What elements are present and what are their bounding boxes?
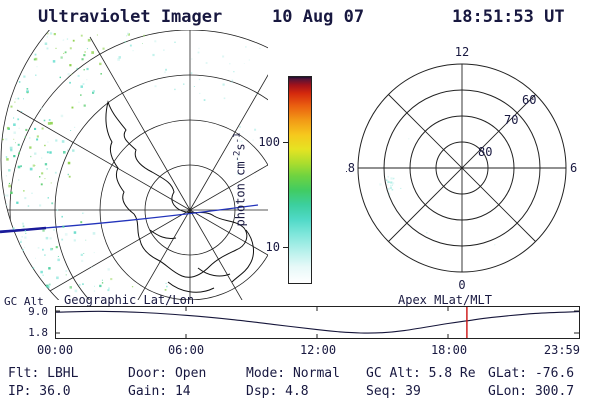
status-ip: IP: 36.0 (8, 384, 71, 399)
colorbar-tick-10: 10 (265, 240, 280, 254)
status-glat: GLat: -76.6 (488, 366, 575, 381)
status-dsp: Dsp: 4.8 (246, 384, 309, 399)
apex-panel-caption: Apex MLat/MLT (398, 293, 492, 307)
mlat-label-60: 60 (522, 93, 536, 107)
status-door: Door: Open (128, 366, 207, 381)
orbit-track-highlight (0, 226, 47, 234)
xtick-0000: 00:00 (36, 343, 74, 357)
mlt-label-18: 18 (346, 161, 355, 175)
earth-limb-arc (0, 30, 60, 300)
geographic-map-panel (0, 30, 268, 300)
status-gain: Gain: 14 (128, 384, 191, 399)
strip-ylabel: GC Alt (4, 295, 44, 308)
antarctica-coastline (105, 100, 254, 293)
strip-ytick-9: 9.0 (28, 305, 48, 318)
colorbar-axis-label: photon cm-2s-1 (232, 132, 248, 226)
strip-frame (55, 306, 580, 339)
status-seq: Seq: 39 (366, 384, 421, 399)
colorbar-tickmark-100 (283, 142, 288, 143)
gc-alt-curve (56, 310, 579, 334)
observation-date: 10 Aug 07 (272, 7, 365, 27)
status-filter: Flt: LBHL (8, 366, 79, 381)
colorbar (288, 76, 312, 284)
app-title: Ultraviolet Imager (38, 7, 223, 27)
observation-time: 18:51:53 UT (452, 7, 565, 27)
strip-ytick-1.8: 1.8 (28, 326, 48, 339)
xtick-1800: 18:00 (430, 343, 468, 357)
xtick-0600: 06:00 (167, 343, 205, 357)
xtick-1200: 12:00 (299, 343, 337, 357)
geo-panel-caption: Geographic Lat/Lon (64, 293, 195, 307)
status-mode: Mode: Normal (246, 366, 340, 381)
status-gc-alt: GC Alt: 5.8 Re (366, 366, 476, 381)
strip-tickmarks (55, 307, 579, 338)
mlat-label-70: 70 (504, 113, 518, 127)
status-glon: GLon: 300.7 (488, 384, 575, 399)
apex-polar-plot: 12 0 18 6 60 70 80 (346, 45, 577, 292)
apex-emission-pixels (379, 138, 496, 246)
mlt-label-6: 6 (570, 161, 577, 175)
apex-spokes (358, 64, 566, 272)
colorbar-tick-100: 100 (258, 135, 280, 149)
xtick-2359: 23:59 (543, 343, 580, 357)
auroral-emission-pixels (2, 32, 261, 293)
colorbar-tickmark-10 (283, 247, 288, 248)
mlat-label-80: 80 (478, 145, 492, 159)
altitude-strip-chart (55, 306, 580, 339)
mlt-label-0: 0 (458, 278, 465, 292)
mlt-label-12: 12 (455, 45, 469, 59)
